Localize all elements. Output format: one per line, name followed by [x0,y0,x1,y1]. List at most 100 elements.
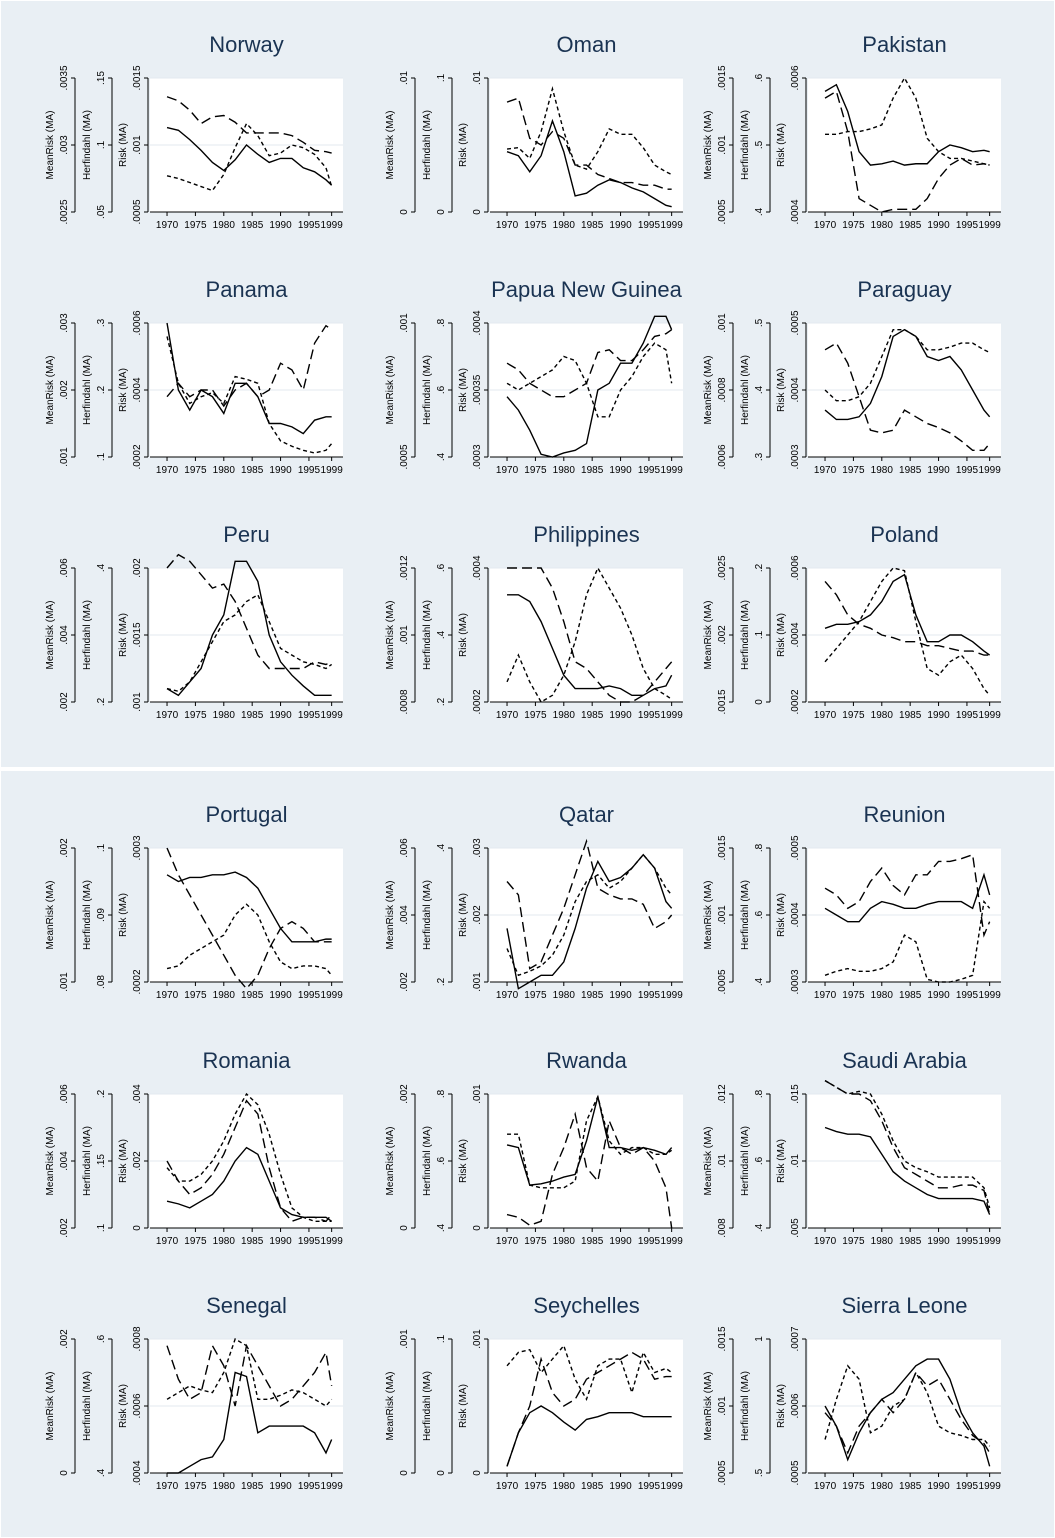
x-tick-label: 1970 [156,1236,179,1247]
y-tick-label: 0 [436,1470,447,1476]
x-tick-label: 1975 [524,465,547,476]
y-tick-label: .0005 [399,444,410,469]
x-tick-label: 1999 [321,220,344,231]
y-tick-label: .002 [132,1151,143,1171]
x-tick-label: 1970 [814,465,837,476]
x-tick-label: 1995 [956,710,979,721]
y-axis-title: Risk (MA) [776,1384,787,1428]
series-line [167,1371,333,1474]
x-tick-label: 1999 [979,220,1002,231]
series-line [507,594,673,696]
y-tick-label: .00035 [472,374,483,405]
y-axis-title: MeanRisk (MA) [385,601,396,670]
x-tick-label: 1975 [524,1236,547,1247]
series-line [824,1079,991,1215]
y-tick-label: .0008 [399,689,410,714]
x-tick-label: 1970 [496,1481,519,1492]
y-axis-title: Herfindahl (MA) [82,1371,93,1441]
series-line [166,324,333,408]
x-tick-label: 1985 [241,1481,264,1492]
x-tick-label: 1999 [661,1481,684,1492]
x-tick-label: 1985 [241,220,264,231]
y-axis-title: MeanRisk (MA) [703,1127,714,1196]
y-tick-label: .5 [754,1468,765,1477]
y-tick-label: .4 [754,1223,765,1232]
x-tick-label: 1999 [321,990,344,1001]
y-tick-label: .003 [472,838,483,858]
x-tick-label: 1975 [842,1481,865,1492]
x-tick-label: 1980 [871,710,894,721]
y-tick-label: .01 [399,71,410,85]
x-tick-label: 1975 [184,465,207,476]
y-tick-label: 0 [59,1470,70,1476]
x-tick-label: 1995 [638,710,661,721]
x-tick-label: 1999 [979,1236,1002,1247]
chart-title: Norway [209,32,284,57]
y-tick-label: .4 [754,977,765,986]
x-tick-label: 1980 [871,465,894,476]
series-line [166,1337,333,1407]
series-line [824,342,991,451]
x-tick-label: 1995 [298,1481,321,1492]
y-axis-title: Risk (MA) [458,368,469,412]
x-tick-label: 1980 [871,220,894,231]
plot-area [490,568,683,702]
y-tick-label: .0006 [132,1393,143,1418]
x-tick-label: 1980 [213,1236,236,1247]
y-tick-label: .4 [754,385,765,394]
y-tick-label: .8 [754,1089,765,1098]
y-tick-label: .4 [96,1468,107,1477]
x-tick-label: 1999 [979,1481,1002,1492]
series-line [506,118,672,208]
y-tick-label: .0005 [790,835,801,860]
series-line [166,1092,332,1222]
y-tick-label: .0002 [790,689,801,714]
x-tick-label: 1990 [927,990,950,1001]
y-tick-label: .0006 [132,310,143,335]
y-tick-label: .001 [399,1329,410,1349]
x-tick-label: 1980 [213,990,236,1001]
y-tick-label: .6 [96,1334,107,1343]
x-tick-label: 1975 [842,220,865,231]
x-tick-label: 1990 [609,990,632,1001]
series-line [166,903,333,976]
x-tick-label: 1990 [269,990,292,1001]
y-axis-title: MeanRisk (MA) [703,111,714,180]
series-line [506,1111,673,1229]
y-tick-label: .3 [96,318,107,327]
series-line [824,1364,991,1447]
y-tick-label: .4 [436,452,447,461]
y-tick-label: .1 [96,452,107,461]
y-tick-label: .006 [59,1084,70,1104]
y-tick-label: .001 [717,905,728,925]
x-tick-label: 1985 [581,990,604,1001]
y-axis-title: Risk (MA) [776,123,787,167]
plot-area [490,78,683,212]
y-tick-label: .0015 [132,622,143,647]
y-tick-label: .8 [754,843,765,852]
y-axis-title: MeanRisk (MA) [385,1127,396,1196]
x-tick-label: 1985 [241,1236,264,1247]
y-axis-title: Herfindahl (MA) [422,880,433,950]
y-axis-title: Herfindahl (MA) [740,880,751,950]
x-tick-label: 1999 [979,465,1002,476]
x-tick-label: 1980 [213,465,236,476]
x-tick-label: 1980 [871,990,894,1001]
y-tick-label: .001 [717,135,728,155]
series-line [824,899,991,983]
x-tick-label: 1990 [609,220,632,231]
x-tick-label: 1975 [524,710,547,721]
plot-area [150,848,343,982]
series-line [506,315,673,458]
y-axis-title: Risk (MA) [458,1139,469,1183]
series-line [824,580,990,656]
x-tick-label: 1995 [956,1236,979,1247]
x-tick-label: 1970 [156,990,179,1001]
y-tick-label: .0005 [132,199,143,224]
x-tick-label: 1975 [842,465,865,476]
y-tick-label: .0004 [472,310,483,335]
y-tick-label: .0015 [132,65,143,90]
x-tick-label: 1975 [184,1236,207,1247]
y-axis-title: MeanRisk (MA) [385,356,396,425]
y-tick-label: .0008 [132,1326,143,1351]
